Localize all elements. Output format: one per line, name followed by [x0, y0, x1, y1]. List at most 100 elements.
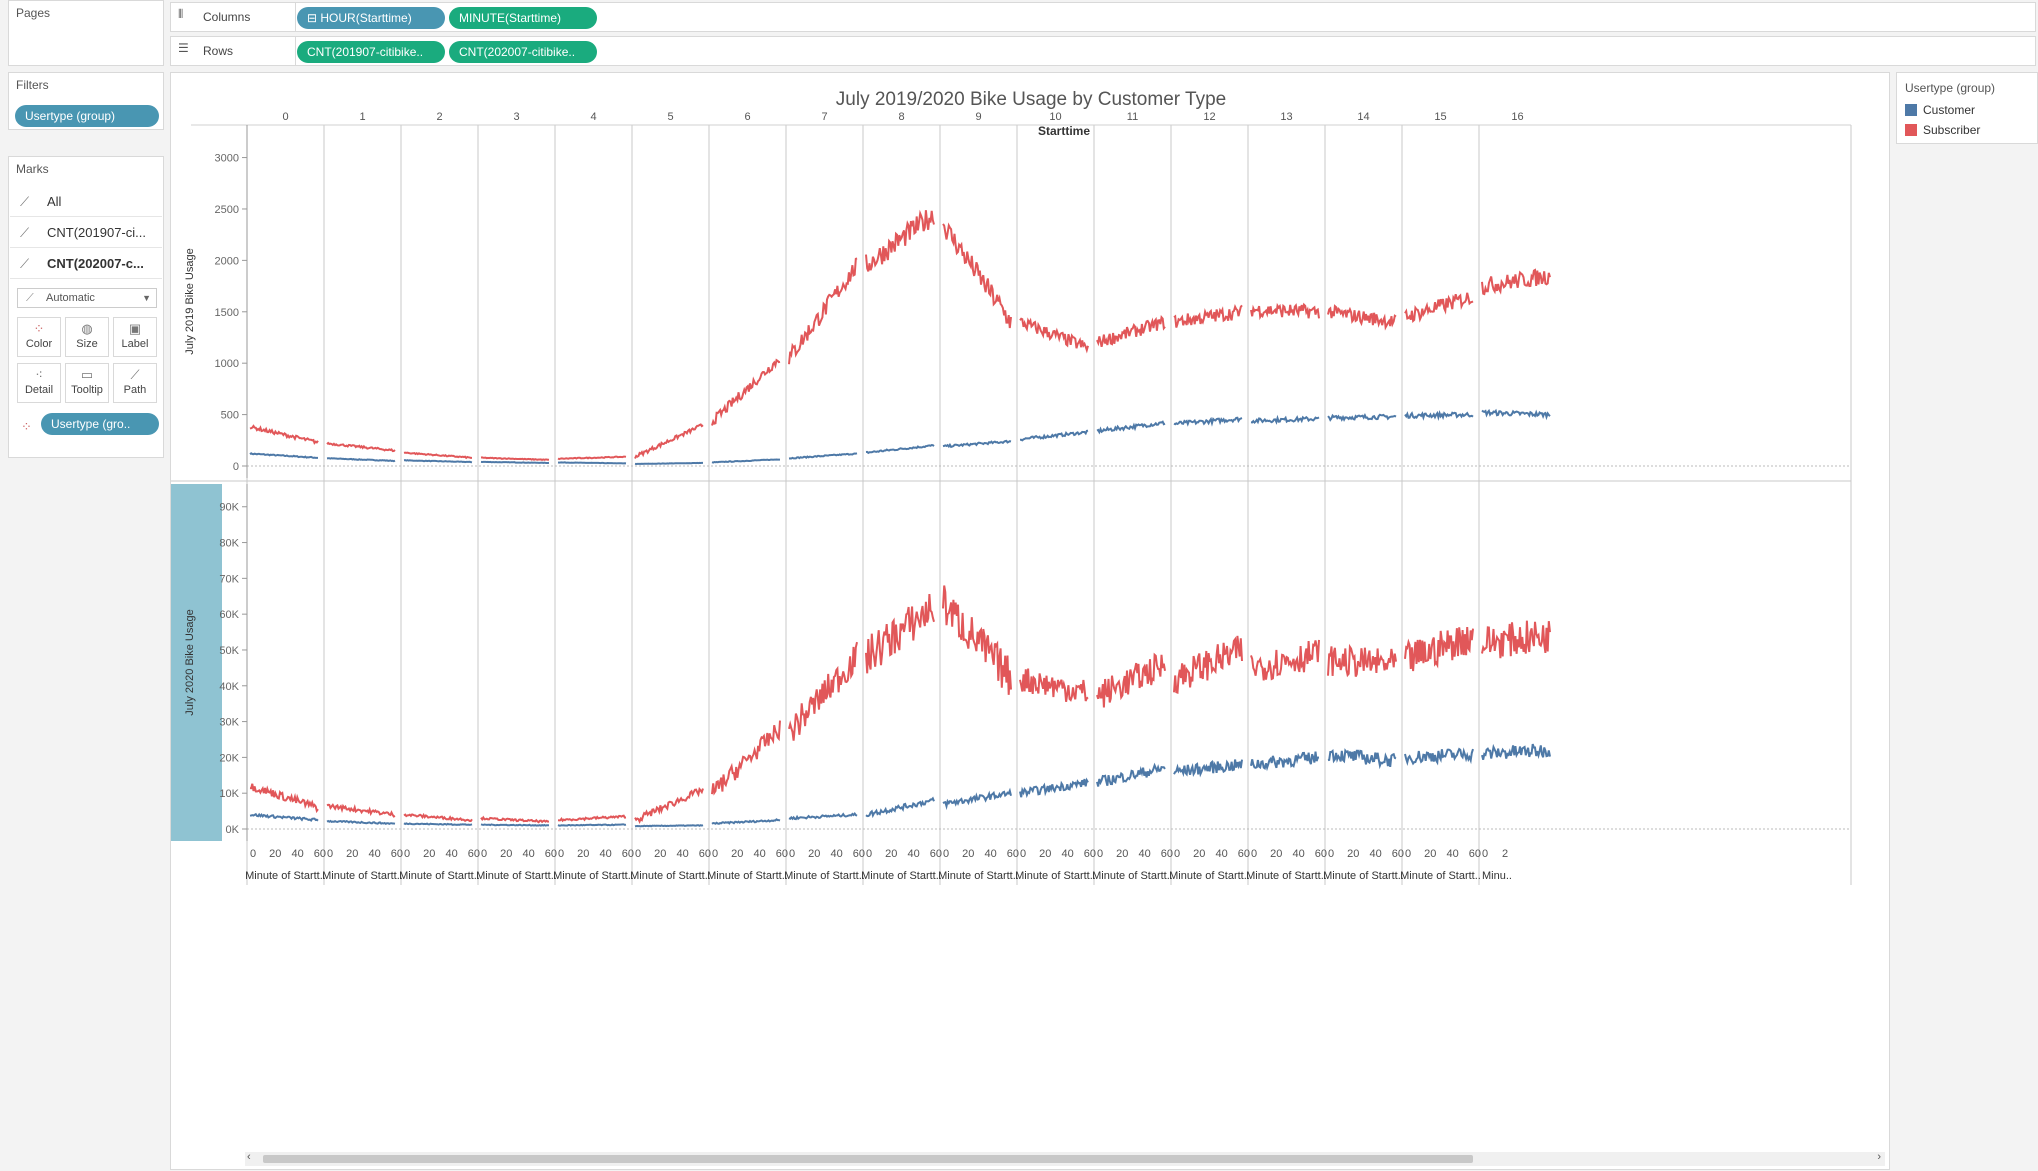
- y-axis-label: July 2019 Bike Usage: [184, 248, 196, 354]
- minute-axis-label: Minute of Startt..: [399, 870, 480, 882]
- subscriber-line: [480, 815, 550, 824]
- color-icon: ⁘: [33, 321, 45, 336]
- color-button[interactable]: ⁘ Color: [17, 317, 61, 357]
- y-tick-label: 0K: [226, 824, 240, 836]
- minute-tick-label: 40: [1138, 848, 1150, 860]
- hour-header-label: 9: [975, 111, 981, 123]
- scroll-left-icon[interactable]: ‹: [247, 1151, 251, 1163]
- minute-tick-label: 60: [314, 848, 326, 860]
- subscriber-line: [1327, 643, 1397, 678]
- customer-line: [1096, 420, 1166, 435]
- hour-header-label: 13: [1280, 111, 1292, 123]
- customer-line: [942, 439, 1012, 449]
- minute-axis-label: Minute of Startt..: [1323, 870, 1404, 882]
- path-icon: ⟋: [130, 367, 140, 382]
- subscriber-line: [942, 585, 1012, 695]
- customer-line: [865, 443, 935, 455]
- minute-axis-label: Minute of Startt..: [938, 870, 1019, 882]
- y-tick-label: 0: [233, 461, 239, 473]
- size-button[interactable]: ◍ Size: [65, 317, 109, 357]
- size-icon: ◍: [81, 321, 93, 336]
- legend-item-customer[interactable]: Customer: [1905, 103, 2035, 119]
- legend-item-subscriber[interactable]: Subscriber: [1905, 123, 2035, 139]
- rows-icon: ☰: [178, 41, 189, 55]
- minute-tick-label: 20: [731, 848, 743, 860]
- marks-item-all[interactable]: ⟋ All: [10, 187, 162, 217]
- minute-axis-label: Minute of Startt..: [553, 870, 634, 882]
- hour-header-label: 11: [1127, 111, 1138, 123]
- tooltip-icon: ▭: [80, 367, 94, 382]
- chart-view: July 2019/2020 Bike Usage by Customer Ty…: [170, 72, 1890, 1170]
- path-button[interactable]: ⟋ Path: [113, 363, 157, 403]
- minute-tick-label: 60: [391, 848, 403, 860]
- hour-header-label: 12: [1203, 111, 1215, 123]
- line-mark-icon: ⟋: [20, 256, 30, 271]
- minute-tick-label: 60: [1084, 848, 1096, 860]
- customer-line: [403, 822, 473, 826]
- detail-button[interactable]: ⁖ Detail: [17, 363, 61, 403]
- cnt-2020-pill[interactable]: CNT(202007-citibike..: [449, 41, 597, 63]
- minute-tick-label: 60: [699, 848, 711, 860]
- label-icon: ▣: [128, 321, 142, 336]
- legend-card: Usertype (group) Customer Subscriber: [1896, 72, 2038, 144]
- scrollbar-thumb[interactable]: [263, 1155, 1473, 1163]
- pages-title: Pages: [16, 6, 51, 20]
- horizontal-scrollbar[interactable]: ‹ ›: [245, 1151, 1885, 1166]
- y-tick-label: 60K: [219, 609, 239, 621]
- minute-tick-label: 0: [250, 848, 256, 860]
- label-button[interactable]: ▣ Label: [113, 317, 157, 357]
- minute-tick-label: 20: [577, 848, 589, 860]
- minute-tick-label: 20: [269, 848, 281, 860]
- customer-swatch: [1905, 104, 1917, 116]
- minute-tick-label: 60: [1469, 848, 1481, 860]
- customer-line: [1481, 743, 1551, 760]
- minute-tick-label: 40: [291, 848, 303, 860]
- mark-type-dropdown[interactable]: ⟋ Automatic ▼: [17, 288, 157, 308]
- y-tick-label: 10K: [219, 788, 239, 800]
- customer-line: [711, 818, 781, 825]
- minute-tick-label: 60: [776, 848, 788, 860]
- minute-tick-label: 20: [1039, 848, 1051, 860]
- customer-line: [249, 812, 319, 822]
- minute-starttime-pill[interactable]: MINUTE(Starttime): [449, 7, 597, 29]
- subscriber-line: [1173, 303, 1243, 328]
- y-tick-label: 80K: [219, 538, 239, 550]
- minute-tick-label: 60: [545, 848, 557, 860]
- y-tick-label: 50K: [219, 645, 239, 657]
- customer-line: [634, 824, 704, 828]
- subscriber-line: [634, 786, 704, 825]
- collapse-icon: ⊟: [307, 11, 321, 25]
- subscriber-line: [634, 423, 704, 459]
- minute-tick-label: 0: [789, 848, 795, 860]
- scroll-right-icon[interactable]: ›: [1877, 1151, 1881, 1163]
- hour-starttime-pill[interactable]: ⊟ HOUR(Starttime): [297, 7, 445, 29]
- cnt-2019-pill[interactable]: CNT(201907-citibike..: [297, 41, 445, 63]
- subscriber-line: [1481, 620, 1551, 659]
- color-encoding-pill[interactable]: Usertype (gro..: [41, 413, 159, 435]
- line-mark-icon: ⟋: [26, 292, 34, 304]
- line-mark-icon: ⟋: [20, 225, 30, 240]
- subscriber-line: [711, 358, 781, 426]
- tooltip-button[interactable]: ▭ Tooltip: [65, 363, 109, 403]
- hour-header-label: 1: [359, 111, 365, 123]
- subscriber-line: [1404, 627, 1474, 672]
- customer-line: [326, 457, 396, 463]
- hour-header-label: 16: [1511, 111, 1523, 123]
- y-tick-label: 3000: [215, 153, 239, 165]
- minute-tick-label: 60: [930, 848, 942, 860]
- usertype-filter-pill[interactable]: Usertype (group): [15, 105, 159, 127]
- minute-tick-label: 40: [1215, 848, 1227, 860]
- marks-item-2019[interactable]: ⟋ CNT(201907-ci...: [10, 218, 162, 248]
- minute-tick-label: 40: [368, 848, 380, 860]
- minute-tick-label: 60: [1238, 848, 1250, 860]
- subscriber-line: [1404, 292, 1474, 323]
- marks-item-2020[interactable]: ⟋ CNT(202007-c...: [10, 249, 162, 279]
- subscriber-swatch: [1905, 124, 1917, 136]
- y-tick-label: 1500: [215, 307, 239, 319]
- minute-tick-label: 2: [1502, 848, 1508, 860]
- minute-tick-label: 60: [1161, 848, 1173, 860]
- row-highlight: [171, 484, 222, 841]
- customer-line: [1327, 748, 1397, 770]
- y-tick-label: 40K: [219, 681, 239, 693]
- minute-tick-label: 20: [808, 848, 820, 860]
